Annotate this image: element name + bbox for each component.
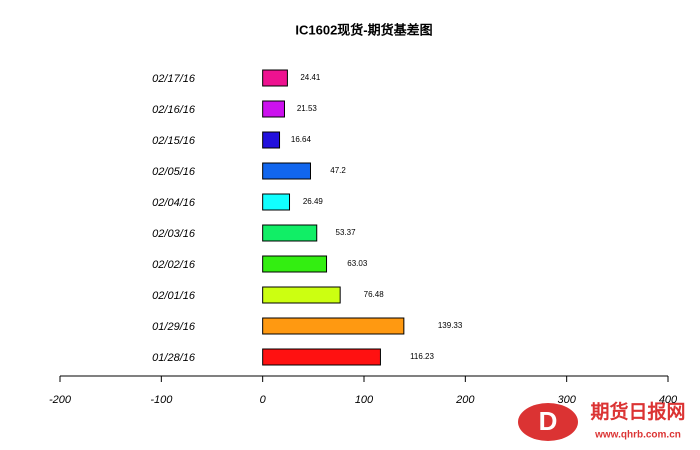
- value-label: 63.03: [347, 259, 368, 268]
- y-tick-label: 02/05/16: [152, 166, 196, 178]
- x-tick-label: 300: [557, 394, 576, 406]
- logo-letter: D: [539, 406, 558, 436]
- value-label: 26.49: [303, 197, 324, 206]
- x-tick-label: -100: [150, 394, 173, 406]
- y-tick-label: 02/15/16: [152, 135, 196, 147]
- bar: [262, 255, 328, 273]
- bar: [262, 131, 281, 149]
- y-tick-label: 02/16/16: [152, 104, 196, 116]
- chart-title: IC1602现货-期货基差图: [295, 22, 432, 37]
- y-tick-label: 02/01/16: [152, 290, 196, 302]
- x-tick-label: 100: [355, 394, 374, 406]
- y-tick-label: 01/28/16: [152, 352, 196, 364]
- bar: [262, 100, 285, 118]
- value-label: 139.33: [438, 321, 463, 330]
- bar: [262, 69, 288, 87]
- watermark-url: www.qhrb.com.cn: [594, 430, 681, 441]
- logo: [518, 403, 578, 441]
- x-tick-label: 200: [455, 394, 475, 406]
- y-tick-label: 02/04/16: [152, 197, 196, 209]
- bar: [262, 193, 291, 211]
- x-tick-label: -200: [49, 394, 72, 406]
- value-label: 116.23: [410, 352, 434, 361]
- bar: [262, 348, 381, 366]
- value-label: 76.48: [364, 290, 385, 299]
- x-tick-label: 0: [260, 394, 267, 406]
- bar: [262, 317, 405, 335]
- value-label: 16.64: [291, 135, 312, 144]
- bar: [262, 162, 311, 180]
- watermark: D 期货日报网 www.qhrb.com.cn: [518, 400, 686, 441]
- bar: [262, 224, 318, 242]
- watermark-name: 期货日报网: [590, 400, 685, 423]
- value-label: 21.53: [297, 104, 318, 113]
- value-label: 24.41: [300, 73, 321, 82]
- value-label: 53.37: [336, 228, 357, 237]
- y-tick-label: 02/02/16: [152, 259, 196, 271]
- value-label: 47.2: [330, 166, 346, 175]
- y-tick-label: 01/29/16: [152, 321, 196, 333]
- y-tick-label: 02/17/16: [152, 73, 196, 85]
- y-tick-label: 02/03/16: [152, 228, 196, 240]
- x-tick-label: 400: [659, 394, 678, 406]
- bar: [262, 286, 341, 304]
